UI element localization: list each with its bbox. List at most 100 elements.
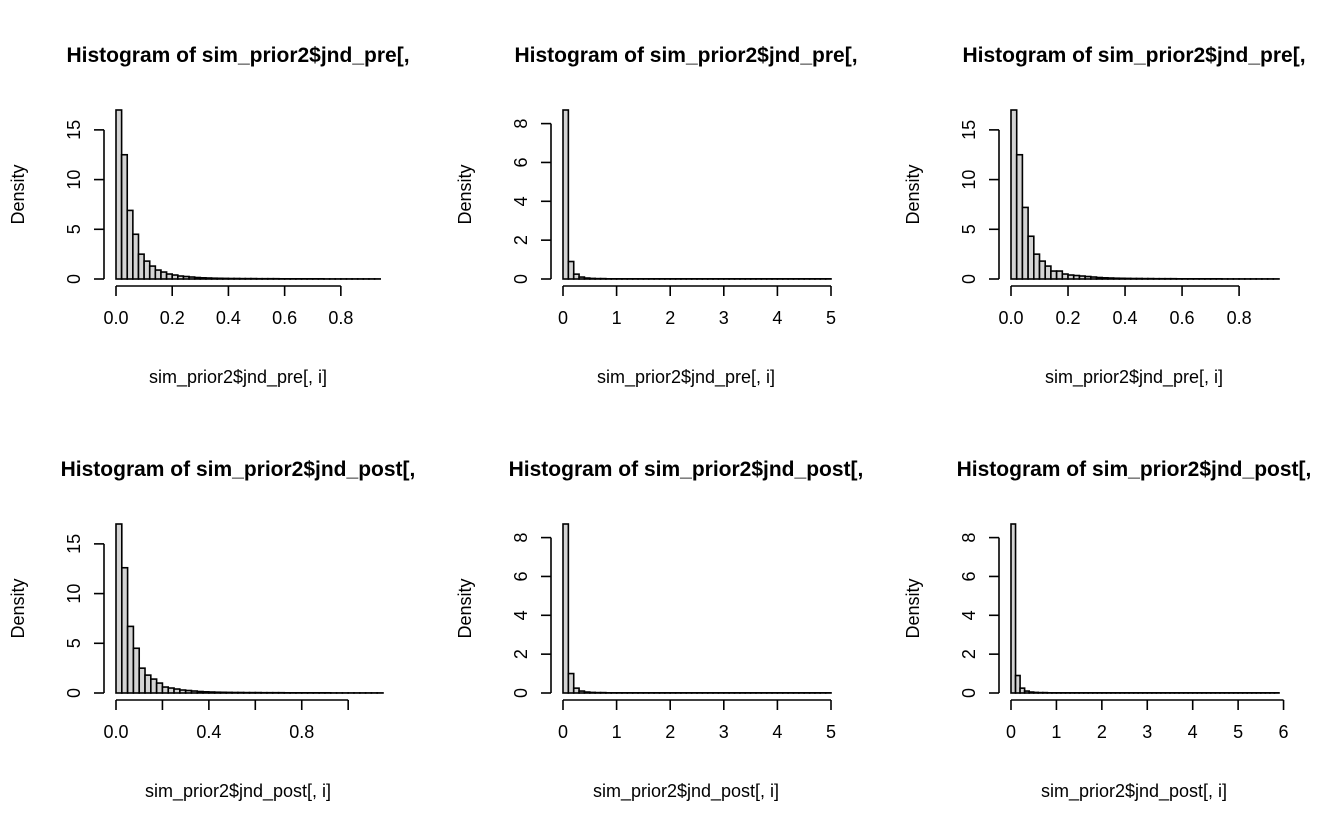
histogram-bar: [193, 276, 202, 280]
histogram-bar: [167, 687, 175, 694]
panel-title: Histogram of sim_prior2$jnd_post[,: [509, 458, 864, 481]
x-tick-label: 5: [826, 308, 836, 328]
x-axis-label: sim_prior2$jnd_post[, i]: [593, 781, 779, 802]
histogram-bar: [567, 672, 575, 694]
histogram-bar: [233, 277, 241, 280]
x-tick-label: 4: [1188, 722, 1198, 742]
y-tick-label: 4: [511, 196, 531, 206]
histogram-bar: [126, 625, 135, 694]
histogram-bar: [1084, 275, 1092, 280]
histogram-bar: [562, 523, 570, 694]
histogram-bar: [1061, 273, 1069, 280]
histogram-bar: [173, 688, 181, 694]
histogram-bar: [1078, 275, 1086, 280]
histogram-bar: [1010, 523, 1017, 694]
y-tick-label: 15: [64, 534, 84, 554]
histogram-bar: [1135, 277, 1143, 280]
histogram-panel-1: Histogram of sim_prior2$jnd_pre[, 0.0 0.2 0…: [8, 44, 410, 388]
x-tick-label: 0.8: [328, 308, 353, 328]
histogram-panel-5: Histogram of sim_prior2$jnd_post[, 0 1 2 3 4 5…: [455, 458, 863, 802]
histogram-bar: [199, 277, 207, 280]
histogram-bar: [1090, 276, 1098, 280]
x-tick-label: 0.0: [103, 308, 128, 328]
x-axis-label: sim_prior2$jnd_pre[, i]: [149, 367, 327, 388]
histogram-bar: [1107, 277, 1115, 280]
y-tick-label: 4: [511, 610, 531, 620]
histogram-bar: [1129, 277, 1138, 280]
panel-title: Histogram of sim_prior2$jnd_pre[,: [66, 44, 409, 67]
y-tick-label: 0: [64, 274, 84, 284]
y-tick-label: 8: [511, 119, 531, 129]
histogram-bar: [583, 277, 591, 280]
y-tick-label: 10: [64, 584, 84, 604]
y-tick-label: 6: [511, 571, 531, 581]
histogram-bar: [161, 686, 170, 694]
y-tick-label: 5: [64, 638, 84, 648]
y-tick-label: 10: [64, 170, 84, 190]
histogram-bar: [115, 109, 123, 280]
histogram-bar: [1095, 276, 1104, 280]
histogram-bar: [165, 273, 174, 280]
x-tick-label: 0: [558, 308, 568, 328]
x-tick-label: 0.4: [1113, 308, 1138, 328]
histogram-bar: [562, 109, 570, 280]
histogram-bar: [222, 277, 230, 280]
histogram-bar: [1055, 270, 1064, 280]
x-tick-label: 3: [719, 308, 729, 328]
histogram-bar: [588, 277, 596, 280]
x-tick-label: 3: [719, 722, 729, 742]
histogram-bar: [1015, 153, 1024, 280]
histogram-bar: [171, 274, 179, 280]
histogram-bar: [231, 691, 239, 694]
histogram-bar: [121, 566, 129, 694]
y-tick-label: 0: [959, 274, 979, 284]
histogram-bar: [143, 260, 151, 280]
y-tick-label: 2: [959, 649, 979, 659]
y-axis-label: Density: [903, 578, 923, 638]
histogram-bar: [572, 273, 580, 280]
y-tick-label: 5: [64, 224, 84, 234]
histogram-bar: [138, 667, 146, 694]
y-tick-label: 2: [511, 649, 531, 659]
histogram-bar: [1033, 253, 1041, 280]
histogram-bar: [155, 682, 164, 694]
x-axis-label: sim_prior2$jnd_post[, i]: [1041, 781, 1227, 802]
x-tick-label: 3: [1142, 722, 1152, 742]
histogram-bars: [562, 109, 832, 280]
histogram-bar: [578, 276, 586, 280]
y-tick-label: 15: [959, 120, 979, 140]
histogram-bar: [188, 276, 196, 280]
y-tick-label: 5: [959, 224, 979, 234]
histogram-bar: [1050, 270, 1058, 280]
histogram-bar: [202, 691, 210, 694]
histogram-panel-2: Histogram of sim_prior2$jnd_pre[, 0 1 2 3 4 5 0…: [455, 44, 858, 388]
histogram-bar: [1112, 277, 1121, 280]
y-axis-label: Density: [8, 164, 28, 224]
x-tick-label: 1: [612, 722, 622, 742]
x-tick-label: 6: [1279, 722, 1289, 742]
histogram-bar: [137, 253, 145, 280]
y-axis-label: Density: [903, 164, 923, 224]
y-tick-label: 0: [511, 274, 531, 284]
histogram-bars: [1010, 523, 1280, 694]
y-tick-label: 2: [511, 235, 531, 245]
histogram-bar: [225, 691, 233, 694]
x-tick-label: 1: [1051, 722, 1061, 742]
histogram-bar: [115, 523, 123, 694]
y-tick-label: 0: [511, 688, 531, 698]
y-tick-label: 0: [959, 688, 979, 698]
histogram-bar: [144, 674, 152, 694]
histogram-bar: [160, 271, 168, 280]
histogram-panel-3: Histogram of sim_prior2$jnd_pre[, 0.0 0.2 0…: [903, 44, 1306, 388]
histogram-bar: [1124, 277, 1132, 280]
histogram-bar: [1067, 274, 1075, 280]
histogram-bar: [196, 690, 204, 694]
x-tick-label: 4: [772, 722, 782, 742]
x-tick-label: 0.0: [998, 308, 1023, 328]
x-axis-label: sim_prior2$jnd_post[, i]: [145, 781, 331, 802]
histogram-bar: [567, 260, 575, 280]
y-tick-label: 6: [959, 571, 979, 581]
y-axis-label: Density: [455, 578, 475, 638]
histogram-bar: [190, 690, 199, 694]
